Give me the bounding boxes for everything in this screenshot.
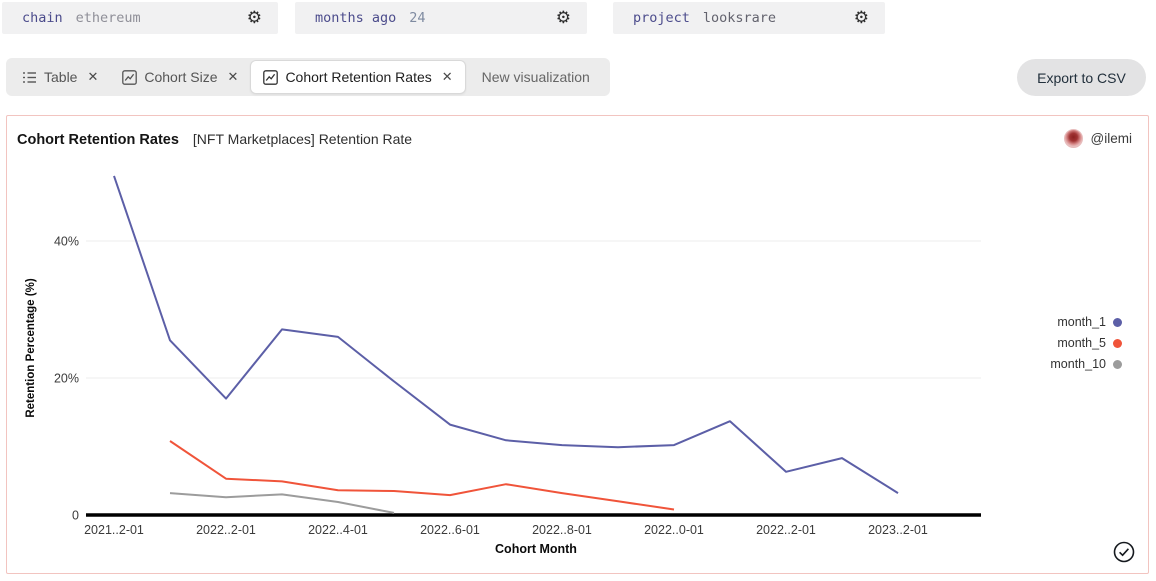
gear-icon[interactable]: ⚙ — [246, 7, 262, 28]
tab-label: Cohort Retention Rates — [285, 69, 432, 85]
chart-icon — [122, 69, 138, 85]
chart-subtitle: [NFT Marketplaces] Retention Rate — [192, 131, 413, 147]
check-circle-icon[interactable] — [1112, 540, 1136, 564]
legend-label: month_5 — [1057, 336, 1106, 350]
close-icon[interactable]: ✕ — [441, 69, 453, 84]
tab-label: Cohort Size — [144, 69, 218, 85]
avatar — [1063, 129, 1083, 148]
param-value: ethereum — [75, 10, 141, 26]
close-icon[interactable]: ✕ — [227, 69, 239, 84]
gear-icon[interactable]: ⚙ — [853, 7, 869, 28]
visualization-tabs: Table ✕ Cohort Size ✕ Cohort Retention R… — [6, 58, 610, 96]
legend-item[interactable]: month_1 — [1057, 315, 1122, 329]
param-chip-chain[interactable]: chain ethereum ⚙ — [2, 2, 278, 34]
author[interactable]: @ilemi — [1063, 129, 1132, 148]
tab-label: Table — [44, 69, 78, 85]
svg-text:2022..2-01: 2022..2-01 — [756, 523, 816, 537]
svg-text:2022..8-01: 2022..8-01 — [532, 523, 592, 537]
tab-label: New visualization — [481, 69, 590, 85]
svg-text:2022..2-01: 2022..2-01 — [196, 523, 256, 537]
export-to-csv-button[interactable]: Export to CSV — [1017, 59, 1146, 96]
retention-line-chart: 0 20% 40% 2021..2-01 2022..2-01 2022..4-01 202… — [54, 175, 981, 556]
tab-cohort-retention-rates[interactable]: Cohort Retention Rates ✕ — [250, 60, 466, 94]
tab-table[interactable]: Table ✕ — [10, 61, 110, 93]
svg-text:2023..2-01: 2023..2-01 — [868, 523, 928, 537]
legend-label: month_1 — [1057, 315, 1106, 329]
param-label: project — [633, 10, 690, 26]
svg-text:0: 0 — [72, 509, 79, 523]
param-chip-months-ago[interactable]: months ago 24 ⚙ — [295, 2, 587, 34]
close-icon[interactable]: ✕ — [87, 69, 99, 84]
chart-title: Cohort Retention Rates — [17, 132, 179, 148]
legend-dot — [1113, 338, 1122, 348]
param-chip-project[interactable]: project looksrare ⚙ — [613, 2, 885, 34]
param-label: chain — [22, 10, 63, 26]
chart-legend: month_1 month_5 month_10 — [1050, 315, 1122, 371]
legend-dot — [1113, 317, 1122, 327]
svg-text:40%: 40% — [54, 235, 79, 249]
legend-label: month_10 — [1050, 357, 1106, 371]
tab-cohort-size[interactable]: Cohort Size ✕ — [110, 61, 250, 93]
svg-text:2022..0-01: 2022..0-01 — [644, 523, 704, 537]
param-value: looksrare — [702, 10, 777, 26]
param-value: 24 — [409, 10, 426, 26]
legend-item[interactable]: month_5 — [1057, 336, 1122, 350]
chart-header: Cohort Retention Rates [NFT Marketplaces… — [17, 131, 412, 148]
chart-card: Cohort Retention Rates [NFT Marketplaces… — [6, 115, 1149, 574]
gear-icon[interactable]: ⚙ — [555, 7, 571, 28]
legend-item[interactable]: month_10 — [1050, 357, 1122, 371]
svg-text:2021..2-01: 2021..2-01 — [84, 523, 144, 537]
param-label: months ago — [315, 10, 397, 26]
svg-text:2022..4-01: 2022..4-01 — [308, 523, 368, 537]
svg-text:2022..6-01: 2022..6-01 — [420, 523, 480, 537]
author-name: @ilemi — [1090, 131, 1132, 146]
svg-text:20%: 20% — [54, 372, 79, 386]
list-icon — [23, 71, 36, 83]
chart-icon — [263, 69, 279, 85]
svg-text:Cohort Month: Cohort Month — [495, 542, 577, 556]
legend-dot — [1113, 359, 1122, 369]
tab-new-visualization[interactable]: New visualization — [466, 61, 606, 93]
